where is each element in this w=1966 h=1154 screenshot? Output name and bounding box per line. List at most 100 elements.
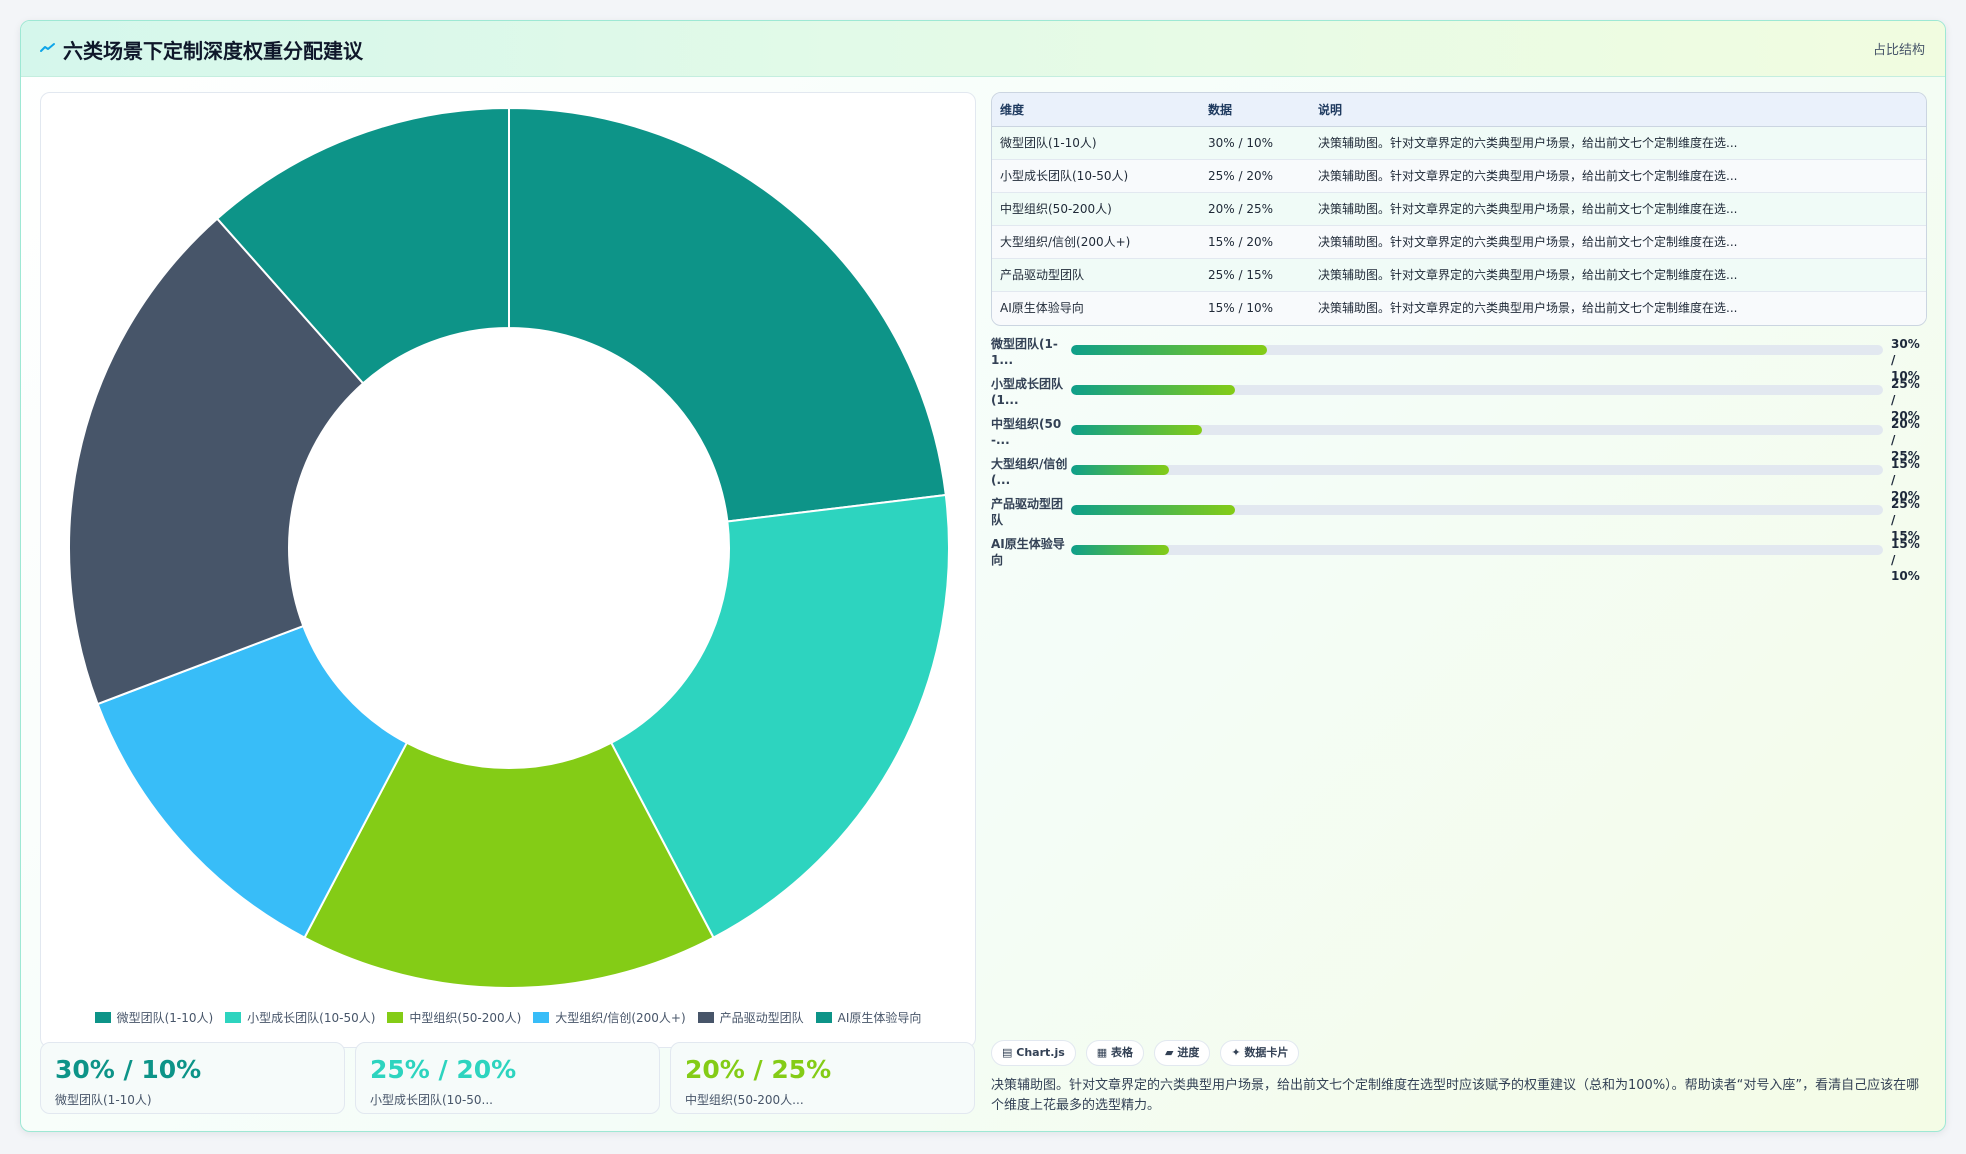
- progress-row: 产品驱动型团队 25% / 15%: [991, 496, 1927, 543]
- kpi-value: 20% / 25%: [685, 1055, 832, 1084]
- chip-chart: ▤ Chart.js: [991, 1040, 1076, 1066]
- table-row: 微型团队(1-10人) 30% / 10% 决策辅助图。针对文章界定的六类典型用户场…: [992, 126, 1926, 160]
- legend-label: 大型组织/信创(200人+): [555, 1011, 686, 1025]
- table-row: 产品驱动型团队 25% / 15% 决策辅助图。针对文章界定的六类典型用户场景，给出…: [992, 258, 1926, 292]
- kpi-card: 25% / 20% 小型成长团队(10-50...: [355, 1042, 660, 1114]
- legend-swatch: [533, 1012, 550, 1023]
- table-cell-data: 25% / 20%: [1200, 159, 1310, 193]
- legend-item: 中型组织(50-200人): [387, 1009, 521, 1026]
- progress-fill: [1071, 545, 1170, 555]
- legend-label: 微型团队(1-10人): [116, 1011, 214, 1025]
- chip-label: 表格: [1111, 1046, 1134, 1059]
- progress-label: AI原生体验导向: [991, 537, 1065, 567]
- table-cell-dimension: AI原生体验导向: [992, 291, 1200, 324]
- table-row: 大型组织/信创(200人+) 15% / 20% 决策辅助图。针对文章界定的六类典型…: [992, 225, 1926, 259]
- progress-row: AI原生体验导向 15% / 10%: [991, 536, 1927, 583]
- chart-legend: 微型团队(1-10人) 小型成长团队(10-50人) 中型组织(50-200人) 大型…: [41, 1009, 975, 1026]
- table-cell-dimension: 中型组织(50-200人): [992, 192, 1200, 226]
- progress-row: 微型团队(1-1... 30% / 10%: [991, 336, 1927, 383]
- table-header-data: 数据: [1200, 93, 1310, 127]
- data-table: 维度 数据 说明 微型团队(1-10人) 30% / 10% 决策辅助图。针对文章界…: [991, 92, 1927, 326]
- table-row: AI原生体验导向 15% / 10% 决策辅助图。针对文章界定的六类典型用户场景，给…: [992, 291, 1926, 324]
- progress-track: [1071, 505, 1883, 515]
- progress-icon: ▰: [1165, 1046, 1174, 1059]
- progress-label: 小型成长团队(1...: [991, 377, 1064, 407]
- progress-value: 15% / 10%: [1891, 537, 1920, 583]
- chip-label: Chart.js: [1016, 1046, 1065, 1059]
- kpi-value: 30% / 10%: [55, 1055, 202, 1084]
- chart-icon: ▤: [1002, 1046, 1013, 1059]
- progress-fill: [1071, 465, 1170, 475]
- progress-list: 微型团队(1-1... 30% / 10% 小型成长团队(1... 25% / 20%…: [991, 336, 1927, 583]
- kpi-value: 25% / 20%: [370, 1055, 517, 1084]
- progress-value: 20% / 25%: [1891, 417, 1920, 463]
- progress-value: 30% / 10%: [1891, 337, 1920, 383]
- table-cell-dimension: 微型团队(1-10人): [992, 126, 1200, 160]
- donut-chart-panel: 微型团队(1-10人) 小型成长团队(10-50人) 中型组织(50-200人) 大型…: [40, 92, 976, 1048]
- donut-slice[interactable]: [215, 106, 510, 385]
- donut-slice[interactable]: [609, 493, 950, 939]
- progress-row: 中型组织(50-... 20% / 25%: [991, 416, 1927, 463]
- progress-label: 产品驱动型团队: [991, 497, 1064, 527]
- progress-fill: [1071, 345, 1268, 355]
- donut-chart: [68, 106, 950, 989]
- legend-swatch: [387, 1012, 404, 1023]
- progress-track: [1071, 425, 1883, 435]
- legend-swatch: [815, 1012, 832, 1023]
- progress-track: [1071, 545, 1883, 555]
- progress-track: [1071, 345, 1883, 355]
- table-cell-data: 20% / 25%: [1200, 192, 1310, 226]
- table-row: 中型组织(50-200人) 20% / 25% 决策辅助图。针对文章界定的六类典型用…: [992, 192, 1926, 226]
- donut-slice[interactable]: [303, 741, 715, 989]
- legend-swatch: [225, 1012, 242, 1023]
- legend-swatch: [94, 1012, 111, 1023]
- table-cell-data: 30% / 10%: [1200, 126, 1310, 160]
- kpi-label: 中型组织(50-200人...: [685, 1093, 804, 1107]
- table-cell-description: 决策辅助图。针对文章界定的六类典型用户场景，给出前文七个定制维度在选...: [1310, 126, 1926, 160]
- progress-track: [1071, 385, 1883, 395]
- legend-label: 产品驱动型团队: [719, 1011, 804, 1025]
- chart-description: 决策辅助图。针对文章界定的六类典型用户场景，给出前文七个定制维度在选型时应该赋予…: [991, 1078, 1920, 1113]
- progress-row: 小型成长团队(1... 25% / 20%: [991, 376, 1927, 423]
- kpi-label: 小型成长团队(10-50...: [370, 1093, 493, 1107]
- progress-label: 微型团队(1-1...: [991, 337, 1058, 367]
- progress-value: 15% / 20%: [1891, 457, 1920, 503]
- legend-item: 微型团队(1-10人): [94, 1009, 214, 1026]
- table-cell-dimension: 大型组织/信创(200人+): [992, 225, 1200, 259]
- table-cell-description: 决策辅助图。针对文章界定的六类典型用户场景，给出前文七个定制维度在选...: [1310, 159, 1926, 193]
- table-cell-data: 25% / 15%: [1200, 258, 1310, 292]
- chart-type-tag: 占比结构: [1872, 43, 1925, 58]
- sparkle-icon: ✦: [1231, 1046, 1241, 1059]
- trend-icon: [40, 43, 55, 52]
- chip-progress: ▰ 进度: [1154, 1040, 1211, 1066]
- kpi-card: 30% / 10% 微型团队(1-10人): [40, 1042, 345, 1114]
- table-cell-data: 15% / 10%: [1200, 291, 1310, 324]
- legend-label: AI原生体验导向: [837, 1011, 922, 1025]
- table-cell-dimension: 产品驱动型团队: [992, 258, 1200, 292]
- table-header-dimension: 维度: [992, 93, 1200, 127]
- progress-fill: [1071, 385, 1235, 395]
- progress-value: 25% / 20%: [1891, 377, 1920, 423]
- legend-label: 小型成长团队(10-50人): [247, 1011, 376, 1025]
- table-cell-dimension: 小型成长团队(10-50人): [992, 159, 1200, 193]
- kpi-card: 20% / 25% 中型组织(50-200人...: [670, 1042, 975, 1114]
- table-row: 小型成长团队(10-50人) 25% / 20% 决策辅助图。针对文章界定的六类典型…: [992, 159, 1926, 193]
- table-cell-description: 决策辅助图。针对文章界定的六类典型用户场景，给出前文七个定制维度在选...: [1310, 192, 1926, 226]
- table-header-description: 说明: [1310, 93, 1926, 127]
- chip-label: 进度: [1177, 1046, 1200, 1059]
- donut-slice[interactable]: [508, 106, 947, 523]
- feature-chips: ▤ Chart.js ▦ 表格 ▰ 进度 ✦ 数据卡片: [991, 1040, 1300, 1066]
- table-cell-description: 决策辅助图。针对文章界定的六类典型用户场景，给出前文七个定制维度在选...: [1310, 225, 1926, 259]
- progress-label: 中型组织(50-...: [991, 417, 1062, 447]
- legend-item: 大型组织/信创(200人+): [533, 1009, 686, 1026]
- progress-fill: [1071, 505, 1235, 515]
- table-cell-description: 决策辅助图。针对文章界定的六类典型用户场景，给出前文七个定制维度在选...: [1310, 291, 1926, 324]
- donut-slice[interactable]: [68, 217, 365, 706]
- donut-slice[interactable]: [96, 624, 409, 939]
- table-icon: ▦: [1096, 1046, 1108, 1059]
- progress-track: [1071, 465, 1883, 475]
- chip-table: ▦ 表格: [1085, 1040, 1145, 1066]
- chart-card: 六类场景下定制深度权重分配建议 占比结构 微型团队(1-10人) 小型成长团队(1…: [20, 20, 1946, 1132]
- legend-item: 产品驱动型团队: [697, 1009, 804, 1026]
- progress-value: 25% / 15%: [1891, 497, 1920, 543]
